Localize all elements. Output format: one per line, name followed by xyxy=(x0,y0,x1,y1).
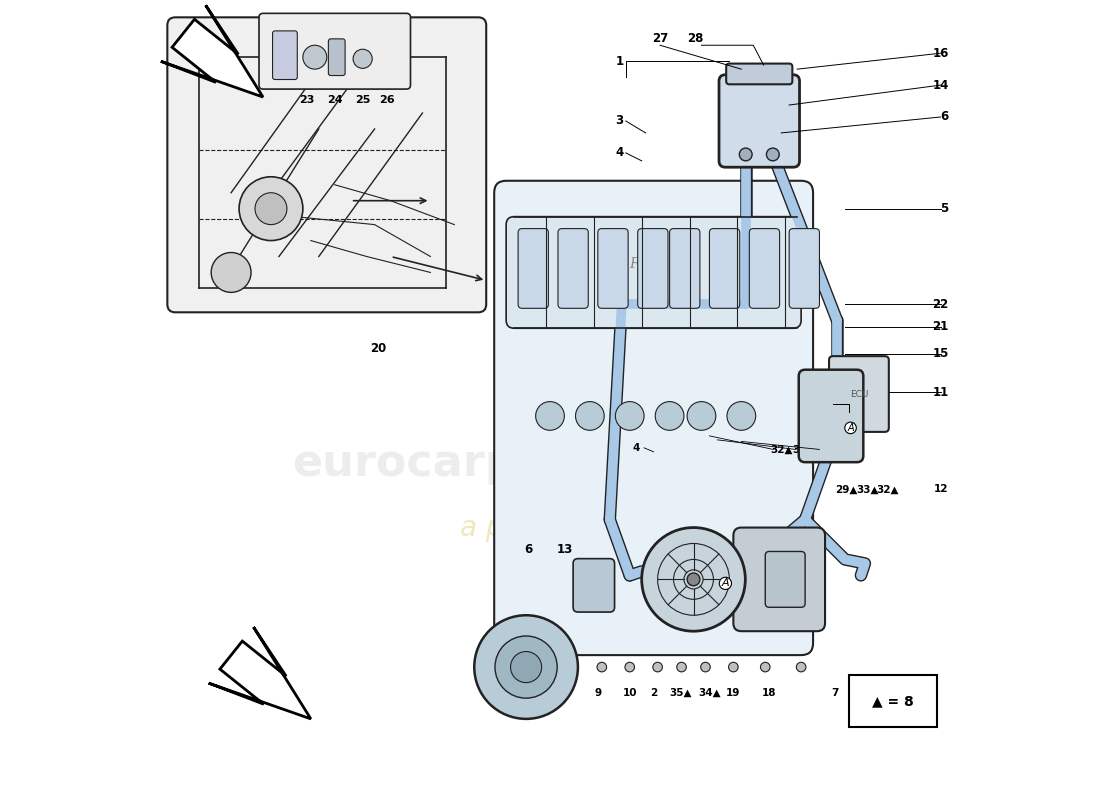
Circle shape xyxy=(701,662,711,672)
Text: 25: 25 xyxy=(355,95,371,105)
Text: 2: 2 xyxy=(650,687,658,698)
Text: 6: 6 xyxy=(940,110,948,123)
Text: 1: 1 xyxy=(615,54,624,68)
Text: 18: 18 xyxy=(762,687,777,698)
Text: ECU: ECU xyxy=(849,390,868,398)
Text: 12: 12 xyxy=(934,484,948,494)
FancyBboxPatch shape xyxy=(273,31,297,79)
Circle shape xyxy=(302,46,327,69)
FancyBboxPatch shape xyxy=(766,551,805,607)
Text: 34▲: 34▲ xyxy=(698,687,720,698)
FancyBboxPatch shape xyxy=(749,229,780,308)
Text: 27: 27 xyxy=(652,32,668,46)
Text: 17: 17 xyxy=(525,687,540,698)
Circle shape xyxy=(536,402,564,430)
FancyBboxPatch shape xyxy=(494,181,813,655)
Text: 5: 5 xyxy=(940,202,948,215)
Text: 16: 16 xyxy=(932,46,948,60)
Text: 33▲: 33▲ xyxy=(792,445,815,454)
FancyBboxPatch shape xyxy=(518,229,549,308)
Text: 4: 4 xyxy=(632,443,640,453)
FancyBboxPatch shape xyxy=(558,229,589,308)
Text: 31▲: 31▲ xyxy=(838,399,862,409)
FancyBboxPatch shape xyxy=(789,229,820,308)
FancyBboxPatch shape xyxy=(258,14,410,89)
FancyBboxPatch shape xyxy=(329,39,345,75)
Circle shape xyxy=(255,193,287,225)
Circle shape xyxy=(688,573,700,586)
Text: 9: 9 xyxy=(594,687,602,698)
Text: 32▲: 32▲ xyxy=(877,484,900,494)
Text: a passion for parts: a passion for parts xyxy=(460,514,719,542)
Circle shape xyxy=(767,148,779,161)
Circle shape xyxy=(625,662,635,672)
Text: 10: 10 xyxy=(623,687,637,698)
Text: 6: 6 xyxy=(525,542,532,555)
Circle shape xyxy=(739,148,752,161)
Circle shape xyxy=(760,662,770,672)
Circle shape xyxy=(656,402,684,430)
Circle shape xyxy=(597,662,606,672)
Polygon shape xyxy=(209,627,311,719)
Text: 4: 4 xyxy=(615,146,624,159)
Text: 30▲: 30▲ xyxy=(816,445,838,454)
Text: 28: 28 xyxy=(686,32,703,46)
Text: 32▲: 32▲ xyxy=(770,445,792,454)
Circle shape xyxy=(615,402,645,430)
Text: 7: 7 xyxy=(832,687,839,698)
Text: Ferrari: Ferrari xyxy=(629,258,679,271)
Text: 26: 26 xyxy=(378,95,395,105)
Text: 11: 11 xyxy=(933,386,948,398)
FancyBboxPatch shape xyxy=(799,370,864,462)
Circle shape xyxy=(239,177,302,241)
Circle shape xyxy=(727,402,756,430)
Text: eurocarparts: eurocarparts xyxy=(293,442,616,486)
Text: A: A xyxy=(722,578,729,588)
Text: A: A xyxy=(847,423,854,433)
Text: 23: 23 xyxy=(299,95,315,105)
Circle shape xyxy=(688,402,716,430)
Text: 3: 3 xyxy=(615,114,624,127)
Circle shape xyxy=(796,662,806,672)
Text: 14: 14 xyxy=(932,78,948,91)
Text: 13: 13 xyxy=(557,542,572,555)
FancyBboxPatch shape xyxy=(719,74,800,167)
FancyBboxPatch shape xyxy=(829,356,889,432)
Text: ▲ = 8: ▲ = 8 xyxy=(872,694,914,708)
FancyBboxPatch shape xyxy=(167,18,486,312)
FancyBboxPatch shape xyxy=(506,217,801,328)
Text: 21: 21 xyxy=(933,320,948,333)
FancyBboxPatch shape xyxy=(710,229,739,308)
FancyBboxPatch shape xyxy=(573,558,615,612)
FancyBboxPatch shape xyxy=(726,63,792,84)
Text: 24: 24 xyxy=(327,95,342,105)
Circle shape xyxy=(641,527,746,631)
FancyBboxPatch shape xyxy=(597,229,628,308)
Text: 29▲: 29▲ xyxy=(835,484,858,494)
FancyBboxPatch shape xyxy=(734,527,825,631)
Polygon shape xyxy=(161,6,263,97)
Text: 35▲: 35▲ xyxy=(670,687,692,698)
Circle shape xyxy=(510,651,541,682)
Circle shape xyxy=(575,402,604,430)
Text: 33▲: 33▲ xyxy=(856,484,879,494)
Circle shape xyxy=(652,662,662,672)
Text: 20: 20 xyxy=(371,342,387,354)
Circle shape xyxy=(474,615,578,719)
FancyBboxPatch shape xyxy=(638,229,668,308)
Circle shape xyxy=(211,253,251,292)
Text: 19: 19 xyxy=(726,687,740,698)
Circle shape xyxy=(728,662,738,672)
Text: 15: 15 xyxy=(932,347,948,360)
FancyBboxPatch shape xyxy=(849,675,937,727)
Circle shape xyxy=(495,636,558,698)
Text: 22: 22 xyxy=(933,298,948,311)
FancyBboxPatch shape xyxy=(670,229,700,308)
Circle shape xyxy=(353,50,372,68)
Circle shape xyxy=(676,662,686,672)
